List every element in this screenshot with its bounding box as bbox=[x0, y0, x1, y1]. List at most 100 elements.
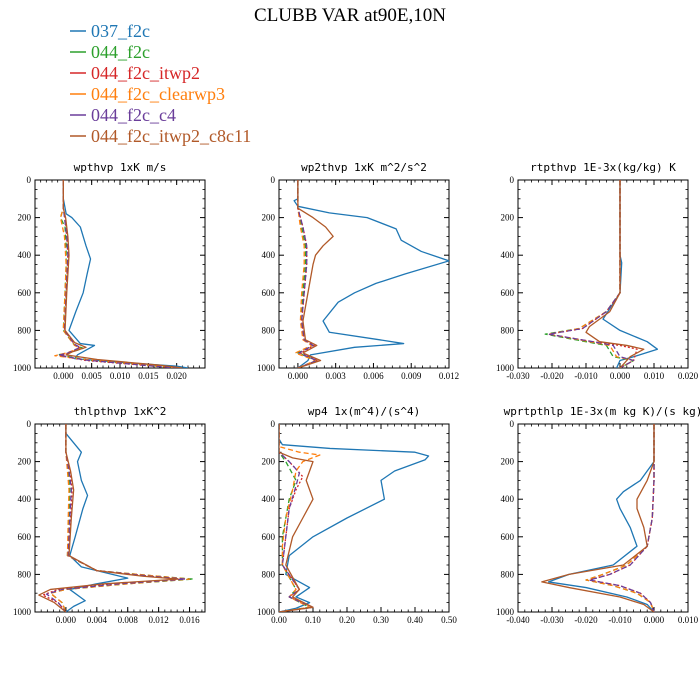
x-tick-label: 0.000 bbox=[56, 615, 77, 625]
y-tick-label: 0 bbox=[510, 175, 515, 185]
x-tick-label: 0.006 bbox=[363, 371, 384, 381]
y-tick-label: 200 bbox=[262, 213, 276, 223]
x-tick-label: 0.012 bbox=[149, 615, 169, 625]
plot-frame bbox=[278, 423, 450, 613]
x-tick-label: 0.40 bbox=[407, 615, 423, 625]
x-tick-label: -0.030 bbox=[540, 615, 564, 625]
y-tick-label: 400 bbox=[18, 494, 32, 504]
y-tick-label: 1000 bbox=[496, 607, 515, 617]
x-tick-label: -0.020 bbox=[540, 371, 564, 381]
panel-title: thlpthvp 1xK^2 bbox=[74, 405, 167, 418]
y-tick-label: 600 bbox=[501, 532, 515, 542]
y-tick-label: 400 bbox=[501, 494, 515, 504]
x-tick-label: 0.20 bbox=[339, 615, 355, 625]
y-tick-label: 0 bbox=[271, 419, 276, 429]
x-tick-label: 0.10 bbox=[305, 615, 321, 625]
y-tick-label: 400 bbox=[18, 250, 32, 260]
y-tick-label: 800 bbox=[18, 325, 32, 335]
chart-panel-2: wp2thvp 1xK m^2/s^2 0 200 400 600 800 1000 0.00… bbox=[257, 161, 459, 381]
y-tick-label: 800 bbox=[262, 569, 276, 579]
y-tick-label: 600 bbox=[18, 532, 32, 542]
x-tick-label: -0.020 bbox=[574, 615, 598, 625]
y-tick-label: 1000 bbox=[13, 363, 32, 373]
series-line-044_f2c_c4 bbox=[45, 424, 187, 612]
x-tick-label: 0.00 bbox=[271, 615, 287, 625]
y-tick-label: 0 bbox=[27, 175, 32, 185]
y-tick-label: 1000 bbox=[257, 607, 276, 617]
legend-item: 044_f2c_clearwp3 bbox=[70, 84, 225, 104]
x-tick-label: 0.005 bbox=[82, 371, 103, 381]
y-tick-label: 600 bbox=[18, 288, 32, 298]
series-group bbox=[38, 424, 195, 612]
y-tick-label: 200 bbox=[501, 213, 515, 223]
x-tick-label: -0.010 bbox=[608, 615, 632, 625]
x-tick-label: 0.000 bbox=[610, 371, 631, 381]
x-tick-label: 0.000 bbox=[644, 615, 665, 625]
series-line-044_f2c_itwp2 bbox=[279, 424, 314, 612]
series-line-044_f2c_clearwp3 bbox=[54, 180, 177, 368]
x-tick-label: -0.010 bbox=[574, 371, 598, 381]
series-line-044_f2c_itwp2_c8c11 bbox=[279, 424, 314, 612]
y-tick-label: 600 bbox=[262, 532, 276, 542]
series-line-044_f2c_itwp2_c8c11 bbox=[297, 180, 334, 368]
y-tick-label: 400 bbox=[262, 250, 276, 260]
legend-item: 044_f2c_c4 bbox=[70, 105, 176, 125]
chart-panel-6: wprtpthlp 1E-3x(m kg K)/(s kg)0 200 400 600… bbox=[496, 405, 700, 625]
series-line-044_f2c_c4 bbox=[58, 180, 177, 368]
x-tick-label: 0.015 bbox=[138, 371, 159, 381]
panel-title: wpthvp 1xK m/s bbox=[74, 161, 167, 174]
legend-label: 044_f2c_clearwp3 bbox=[91, 84, 225, 104]
series-line-044_f2c bbox=[279, 424, 311, 612]
series-line-044_f2c_c4 bbox=[588, 424, 655, 612]
series-line-037_f2c bbox=[65, 424, 129, 612]
series-line-044_f2c_clearwp3 bbox=[585, 424, 655, 612]
x-tick-label: 0.30 bbox=[373, 615, 389, 625]
legend: 037_f2c044_f2c044_f2c_itwp2044_f2c_clear… bbox=[70, 21, 251, 146]
plot-frame bbox=[517, 179, 689, 369]
x-tick-label: 0.004 bbox=[87, 615, 108, 625]
series-line-044_f2c_itwp2_c8c11 bbox=[38, 424, 179, 612]
y-tick-label: 0 bbox=[510, 419, 515, 429]
x-tick-label: 0.008 bbox=[118, 615, 139, 625]
series-line-044_f2c_c4 bbox=[297, 180, 318, 368]
series-line-037_f2c bbox=[293, 180, 449, 368]
series-line-037_f2c bbox=[279, 424, 430, 612]
legend-label: 044_f2c_itwp2 bbox=[91, 63, 200, 83]
series-line-037_f2c bbox=[547, 424, 655, 612]
chart-panel-1: wpthvp 1xK m/s 0 200 400 600 800 1000 0.000 0.00… bbox=[13, 161, 206, 381]
y-tick-label: 400 bbox=[262, 494, 276, 504]
panel-title: wp4 1x(m^4)/(s^4) bbox=[308, 405, 421, 418]
x-tick-label: 0.012 bbox=[439, 371, 459, 381]
y-tick-label: 600 bbox=[262, 288, 276, 298]
legend-item: 037_f2c bbox=[70, 21, 150, 41]
series-line-037_f2c bbox=[602, 180, 659, 368]
y-tick-label: 1000 bbox=[257, 363, 276, 373]
x-tick-label: 0.000 bbox=[288, 371, 309, 381]
y-tick-label: 0 bbox=[271, 175, 276, 185]
series-group bbox=[544, 180, 659, 368]
panel-title: rtpthvp 1E-3x(kg/kg) K bbox=[530, 161, 676, 174]
x-tick-label: 0.010 bbox=[678, 615, 699, 625]
series-group bbox=[293, 180, 449, 368]
x-tick-label: 0.000 bbox=[53, 371, 74, 381]
series-line-044_f2c_itwp2_c8c11 bbox=[62, 180, 183, 368]
plot-frame bbox=[34, 179, 206, 369]
series-line-044_f2c_itwp2_c8c11 bbox=[585, 180, 645, 368]
x-tick-label: 0.016 bbox=[179, 615, 200, 625]
figure-title: CLUBB VAR at90E,10N bbox=[254, 5, 446, 26]
series-line-044_f2c_clearwp3 bbox=[294, 180, 317, 368]
y-tick-label: 200 bbox=[262, 457, 276, 467]
chart-panel-4: thlpthvp 1xK^2 0 200 400 600 800 1000 0.000 0.00… bbox=[13, 405, 206, 625]
y-tick-label: 200 bbox=[501, 457, 515, 467]
legend-item: 044_f2c_itwp2 bbox=[70, 63, 200, 83]
series-group bbox=[541, 424, 655, 612]
x-tick-label: 0.020 bbox=[167, 371, 188, 381]
panel-title: wp2thvp 1xK m^2/s^2 bbox=[301, 161, 427, 174]
y-tick-label: 600 bbox=[501, 288, 515, 298]
x-tick-label: -0.040 bbox=[506, 615, 530, 625]
legend-item: 044_f2c bbox=[70, 42, 150, 62]
x-tick-label: 0.020 bbox=[678, 371, 699, 381]
series-line-044_f2c_itwp2_c8c11 bbox=[541, 424, 655, 612]
legend-label: 037_f2c bbox=[91, 21, 150, 41]
